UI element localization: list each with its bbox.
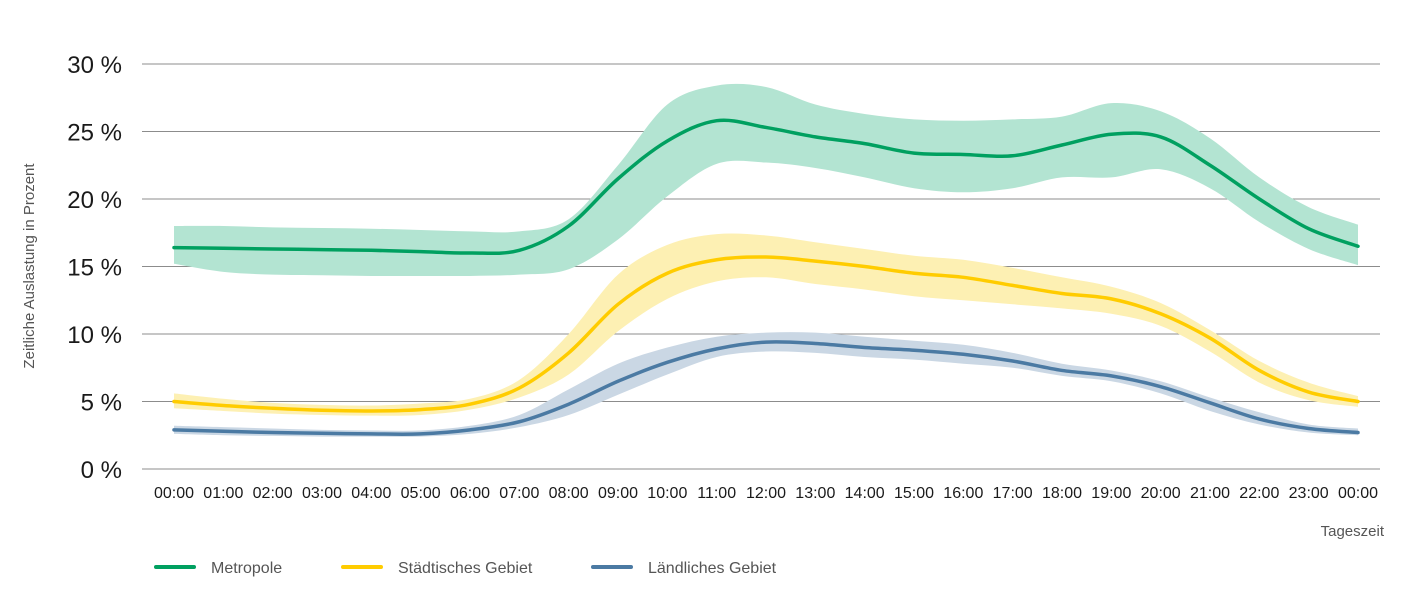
band-metropole [174,83,1358,277]
y-tick-label: 5 % [81,390,122,417]
x-tick-label: 15:00 [894,485,934,502]
x-tick-label: 00:00 [1338,485,1378,502]
x-tick-label: 13:00 [795,485,835,502]
y-tick-label: 25 % [67,120,122,147]
x-tick-label: 11:00 [697,485,736,502]
y-tick-labels: 0 % 5 % 10 % 15 % 20 % 25 % 30 % [67,52,122,484]
confidence-bands [174,83,1358,437]
x-tick-label: 17:00 [993,485,1033,502]
legend-item: Metropole [154,560,282,577]
legend-item: Städtisches Gebiet [341,560,533,577]
y-tick-label: 20 % [67,187,122,214]
x-tick-label: 16:00 [943,485,983,502]
band-l-ndliches-gebiet [174,332,1358,437]
band-st-dtisches-gebiet [174,233,1358,416]
x-tick-label: 03:00 [302,485,342,502]
x-tick-label: 14:00 [845,485,885,502]
y-tick-label: 15 % [67,255,122,282]
x-tick-label: 09:00 [598,485,638,502]
x-tick-label: 00:00 [154,485,194,502]
y-tick-label: 30 % [67,52,122,79]
x-tick-labels: 00:00 01:00 02:00 03:00 04:00 05:00 06:00 07:00… [154,485,1378,502]
line-l-ndliches-gebiet [172,340,1360,436]
x-tick-label: 18:00 [1042,485,1082,502]
y-tick-label: 0 % [81,457,122,484]
x-tick-label: 02:00 [253,485,293,502]
x-tick-label: 06:00 [450,485,490,502]
legend-item: Ländliches Gebiet [591,560,777,577]
x-tick-label: 05:00 [401,485,441,502]
x-tick-label: 04:00 [351,485,391,502]
line-metropole [172,118,1360,256]
legend: Metropole Städtisches Gebiet Ländliches Ge… [154,560,777,577]
line-st-dtisches-gebiet [172,255,1360,413]
x-tick-label: 10:00 [647,485,687,502]
x-tick-label: 22:00 [1239,485,1279,502]
y-axis-title: Zeitliche Auslastung in Prozent [21,163,38,369]
series-lines [172,118,1360,436]
x-tick-label: 20:00 [1141,485,1181,502]
legend-label: Städtisches Gebiet [398,560,533,577]
x-tick-label: 07:00 [499,485,539,502]
x-tick-label: 01:00 [203,485,243,502]
legend-label: Metropole [211,560,282,577]
y-tick-label: 10 % [67,322,122,349]
x-tick-label: 19:00 [1091,485,1131,502]
x-tick-label: 12:00 [746,485,786,502]
x-tick-label: 21:00 [1190,485,1230,502]
x-tick-label: 23:00 [1289,485,1329,502]
legend-label: Ländliches Gebiet [648,560,777,577]
x-tick-label: 08:00 [549,485,589,502]
x-axis-title: Tageszeit [1321,523,1385,540]
